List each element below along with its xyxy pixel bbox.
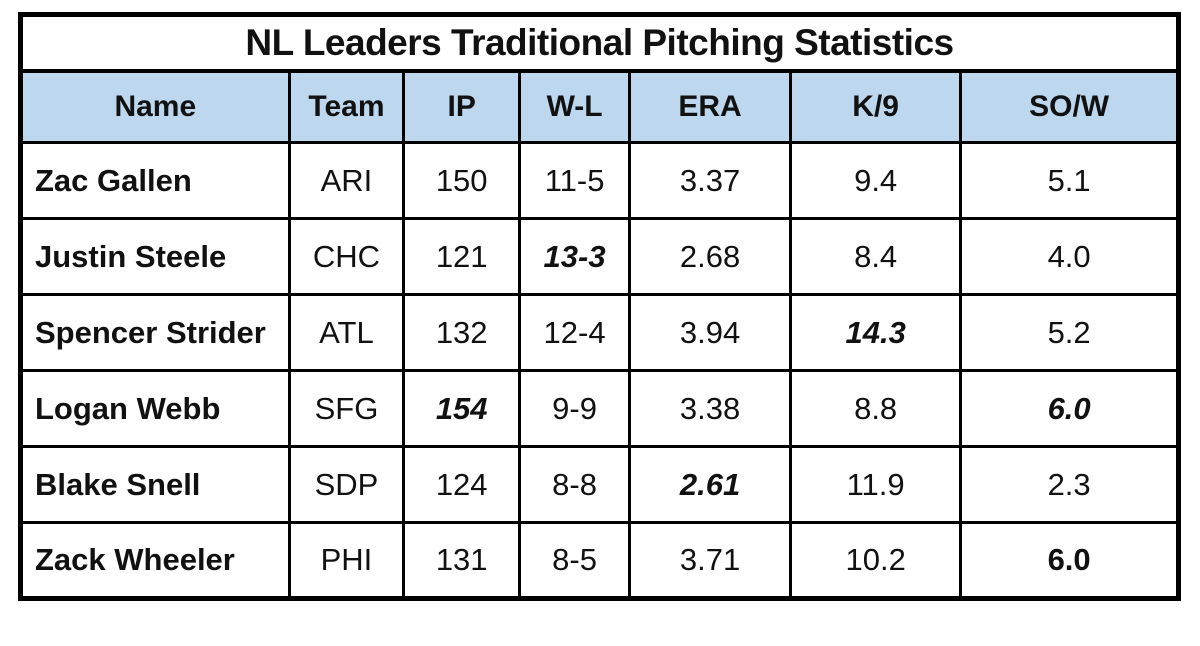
- stat-cell: 8.8: [789, 369, 963, 448]
- stat-cell: 13-3: [518, 217, 632, 296]
- player-name-cell: Spencer Strider: [19, 293, 291, 372]
- stat-cell: 11.9: [789, 445, 963, 524]
- stat-cell: 3.37: [628, 141, 793, 220]
- stat-cell: 8-8: [518, 445, 632, 524]
- table-row: Zac Gallen ARI 150 11-5 3.37 9.4 5.1: [19, 141, 1180, 220]
- title-row: NL Leaders Traditional Pitching Statisti…: [19, 13, 1180, 73]
- column-header-row: Name Team IP W-L ERA K/9 SO/W: [19, 69, 1180, 144]
- stat-cell: 2.3: [959, 445, 1180, 524]
- table-row: Justin Steele CHC 121 13-3 2.68 8.4 4.0: [19, 217, 1180, 296]
- column-header-so-w: SO/W: [959, 69, 1180, 144]
- stat-cell: 150: [402, 141, 522, 220]
- column-header-team: Team: [287, 69, 406, 144]
- stat-cell: 6.0: [959, 369, 1180, 448]
- column-header-k-9: K/9: [789, 69, 963, 144]
- stat-cell: SFG: [287, 369, 406, 448]
- stat-cell: 4.0: [959, 217, 1180, 296]
- table-row: Logan Webb SFG 154 9-9 3.38 8.8 6.0: [19, 369, 1180, 448]
- column-header-ip: IP: [402, 69, 522, 144]
- stat-cell: 3.94: [628, 293, 793, 372]
- table-row: Blake Snell SDP 124 8-8 2.61 11.9 2.3: [19, 445, 1180, 524]
- player-name-cell: Justin Steele: [19, 217, 291, 296]
- stat-cell: 6.0: [959, 521, 1180, 600]
- player-name-cell: Zack Wheeler: [19, 521, 291, 600]
- column-header-era: ERA: [628, 69, 793, 144]
- stat-cell: 5.2: [959, 293, 1180, 372]
- column-header-w-l: W-L: [518, 69, 632, 144]
- stat-cell: 8.4: [789, 217, 963, 296]
- stat-cell: 9-9: [518, 369, 632, 448]
- stat-cell: SDP: [287, 445, 406, 524]
- stat-cell: 12-4: [518, 293, 632, 372]
- table-title: NL Leaders Traditional Pitching Statisti…: [19, 13, 1180, 73]
- stat-cell: 2.61: [628, 445, 793, 524]
- pitching-stats-table-wrap: NL Leaders Traditional Pitching Statisti…: [18, 12, 1181, 601]
- stat-cell: 8-5: [518, 521, 632, 600]
- stat-cell: CHC: [287, 217, 406, 296]
- stat-cell: 11-5: [518, 141, 632, 220]
- stat-cell: 131: [402, 521, 522, 600]
- stat-cell: 5.1: [959, 141, 1180, 220]
- stat-cell: 132: [402, 293, 522, 372]
- stat-cell: 2.68: [628, 217, 793, 296]
- pitching-stats-table: NL Leaders Traditional Pitching Statisti…: [18, 12, 1181, 601]
- stat-cell: PHI: [287, 521, 406, 600]
- stat-cell: 124: [402, 445, 522, 524]
- stat-cell: ATL: [287, 293, 406, 372]
- stat-cell: 3.38: [628, 369, 793, 448]
- column-header-name: Name: [19, 69, 291, 144]
- table-row: Zack Wheeler PHI 131 8-5 3.71 10.2 6.0: [19, 521, 1180, 600]
- stat-cell: ARI: [287, 141, 406, 220]
- stat-cell: 154: [402, 369, 522, 448]
- stat-cell: 10.2: [789, 521, 963, 600]
- stat-cell: 3.71: [628, 521, 793, 600]
- player-name-cell: Zac Gallen: [19, 141, 291, 220]
- stat-cell: 121: [402, 217, 522, 296]
- stat-cell: 9.4: [789, 141, 963, 220]
- stat-cell: 14.3: [789, 293, 963, 372]
- player-name-cell: Blake Snell: [19, 445, 291, 524]
- table-row: Spencer Strider ATL 132 12-4 3.94 14.3 5.2: [19, 293, 1180, 372]
- player-name-cell: Logan Webb: [19, 369, 291, 448]
